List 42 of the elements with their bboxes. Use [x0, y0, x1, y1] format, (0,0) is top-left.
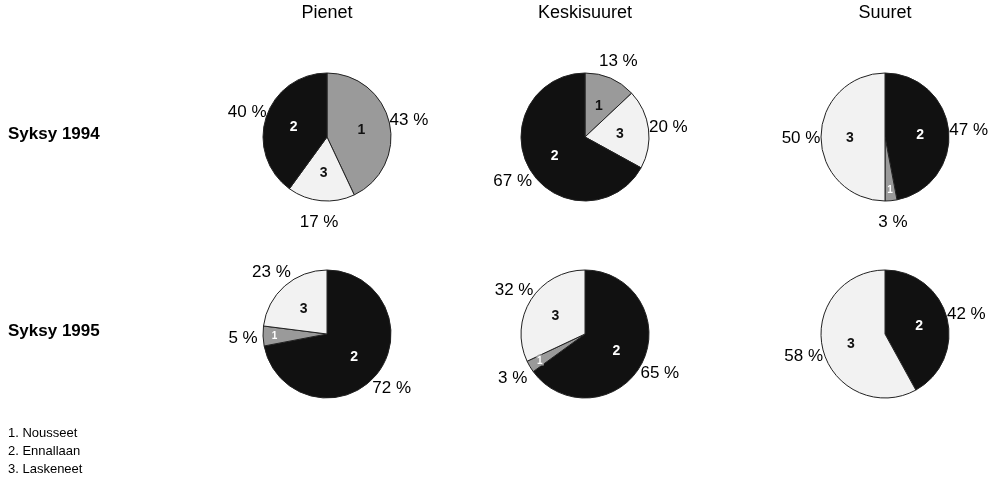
text: Syksy 1994: [8, 124, 101, 143]
text: 1. Nousseet: [8, 425, 78, 440]
slice-label: 2: [916, 125, 925, 142]
data-label: 17 %: [299, 211, 339, 231]
text: Syksy 1995: [8, 321, 100, 340]
data-label: 5 %: [228, 327, 258, 347]
data-label: 58 %: [784, 345, 824, 365]
chart-title: Keskisuuret: [537, 2, 633, 22]
data-label: 32 %: [494, 279, 534, 299]
data-label: 3 %: [498, 367, 528, 387]
chart-title: Pienet: [301, 2, 353, 22]
data-label: 65 %: [640, 363, 680, 383]
slice-label: 2: [350, 348, 359, 365]
slice-label: 2: [612, 341, 621, 358]
slice-label: 2: [550, 146, 559, 163]
slice-label: 1: [271, 330, 278, 342]
data-label: 43 %: [389, 109, 429, 129]
data-label: 23 %: [252, 261, 291, 281]
slice-label: 3: [551, 307, 560, 324]
text: 3. Laskeneet: [8, 461, 83, 476]
slice-label: 3: [847, 334, 856, 351]
slice-label: 3: [319, 163, 328, 180]
slice-label: 1: [357, 121, 366, 138]
slice-label: 3: [845, 128, 854, 145]
data-label: 13 %: [598, 50, 638, 70]
slice-label: 1: [537, 355, 544, 367]
slice-label: 2: [915, 317, 924, 334]
slice-label: 3: [616, 124, 625, 141]
slice-label: 1: [887, 183, 894, 195]
data-label: 20 %: [648, 117, 688, 137]
data-label: 50 %: [781, 127, 821, 147]
slice-label: 1: [595, 96, 604, 113]
chart-title: Suuret: [858, 2, 912, 22]
data-label: 67 %: [493, 170, 533, 190]
slice-label: 2: [289, 118, 298, 135]
data-label: 72 %: [372, 378, 412, 398]
data-label: 42 %: [946, 304, 986, 324]
slice-label: 3: [299, 299, 308, 316]
data-label: 3 %: [878, 211, 908, 231]
data-label: 40 %: [227, 101, 267, 121]
data-label: 47 %: [949, 120, 988, 140]
text: 2. Ennallaan: [8, 443, 81, 458]
